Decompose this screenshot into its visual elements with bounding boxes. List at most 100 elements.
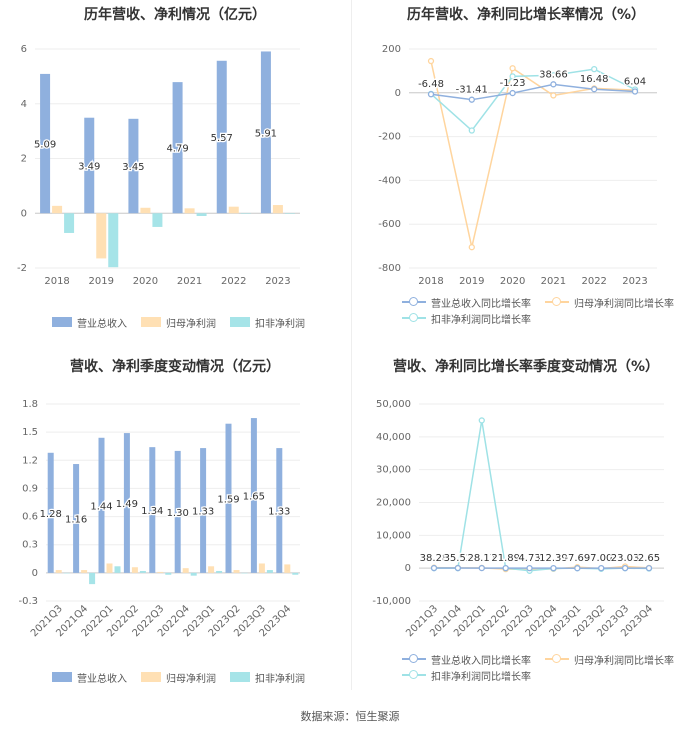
legend-label: 营业总收入 (77, 318, 127, 330)
bar-net-profit (106, 563, 113, 573)
annual-revenue-profit-chart: 历年营收、净利情况（亿元） -2 0 2 4 6 2018 5.09 2019 3.49 2020… (0, 0, 350, 345)
x-tick-label: 2021 (541, 276, 566, 287)
x-tick-label: 2019 (89, 276, 114, 287)
data-label: 3.49 (78, 161, 100, 172)
chart-title: 历年营收、净利情况（亿元） (84, 7, 266, 23)
annual-bar-chart-svg: -2 0 2 4 6 2018 5.09 2019 3.49 2020 3.45 2021 4.79 20… (17, 44, 300, 287)
bar-net-profit (55, 570, 62, 573)
data-point (509, 65, 516, 72)
y-tick-label: -2 (17, 263, 27, 274)
legend-label: 归母净利润同比增长率 (574, 298, 674, 310)
quarterly-line-chart-svg: -10,000010,00020,00030,00040,00050,00020… (372, 399, 664, 639)
x-tick-label: 2021 (177, 276, 202, 287)
data-label: -7.69 (564, 553, 590, 564)
y-tick-label: 0 (405, 563, 411, 574)
legend-item-deducted-profit[interactable]: 扣非净利润 (230, 669, 305, 685)
legend-item-revenue-growth[interactable]: 营业总收入同比增长率 (402, 294, 531, 310)
x-tick-label: 2018 (44, 276, 69, 287)
data-label: 1.65 (243, 491, 265, 502)
legend-item-revenue[interactable]: 营业总收入 (52, 314, 127, 330)
data-point (631, 88, 639, 95)
series-line-net-growth (430, 60, 636, 248)
y-tick-label: 20,000 (376, 498, 411, 509)
bar-revenue (276, 448, 283, 573)
bar-deducted-profit (152, 213, 163, 227)
data-label: 16.48 (580, 74, 609, 85)
data-point (478, 417, 485, 424)
data-label: 1.28 (40, 509, 62, 520)
bar-deducted-profit (241, 572, 248, 574)
bar-revenue (73, 464, 80, 573)
legend-item-deducted-growth[interactable]: 扣非净利润同比增长率 (402, 667, 531, 683)
bar-revenue (47, 452, 54, 573)
bar-deducted-profit (216, 570, 223, 573)
bar-revenue (225, 423, 232, 573)
legend-item-net-profit[interactable]: 归母净利润 (141, 314, 216, 330)
y-tick-label: 2 (21, 154, 27, 165)
legend-swatch (230, 317, 250, 327)
bar-deducted-profit (292, 572, 299, 575)
quarterly-bar-chart-svg: -0.300.30.60.91.21.51.82021Q31.282021Q41… (18, 399, 300, 639)
data-point (468, 96, 475, 103)
data-point (621, 564, 629, 572)
data-label: 1.33 (268, 506, 290, 517)
bar-deducted-profit (139, 570, 146, 573)
y-tick-label: 50,000 (376, 399, 411, 410)
bar-net-profit (131, 567, 138, 573)
data-label: 1.33 (192, 506, 214, 517)
legend-item-revenue[interactable]: 营业总收入 (52, 669, 127, 685)
bar-net-profit (284, 564, 291, 573)
chart-legend: 营业总收入 归母净利润 扣非净利润 (52, 314, 342, 330)
data-point (550, 81, 557, 88)
data-label: 1.44 (90, 501, 112, 512)
x-tick-label: 2020 (500, 276, 525, 287)
data-point (645, 565, 653, 572)
chart-legend: 营业总收入同比增长率 归母净利润同比增长率 扣非净利润同比增长率 (402, 651, 692, 683)
bar-revenue (172, 82, 183, 214)
legend-label: 扣非净利润同比增长率 (431, 314, 531, 326)
y-tick-label: 6 (21, 44, 27, 55)
legend-label: 营业总收入同比增长率 (431, 655, 531, 667)
data-label: -1.23 (500, 78, 526, 89)
bar-net-profit (208, 566, 215, 573)
data-label: 21.89 (491, 553, 520, 564)
data-point (427, 91, 435, 98)
data-point (550, 92, 557, 99)
bar-deducted-profit (196, 213, 207, 216)
bar-net-profit (228, 206, 239, 214)
data-point (526, 565, 533, 572)
data-label: 6.04 (624, 76, 646, 87)
legend-item-net-growth[interactable]: 归母净利润同比增长率 (545, 294, 674, 310)
series-line-deducted-growth (430, 68, 636, 132)
chart-title: 营收、净利同比增长率季度变动情况（%） (392, 359, 660, 375)
data-label: 2.65 (638, 553, 660, 564)
y-tick-label: -10,000 (372, 596, 411, 607)
x-tick-label: 2023 (622, 276, 647, 287)
panel-divider (351, 0, 352, 690)
bar-deducted-profit (108, 213, 119, 268)
bar-deducted-profit (165, 572, 172, 575)
data-point (591, 86, 598, 93)
legend-item-revenue-growth[interactable]: 营业总收入同比增长率 (402, 651, 531, 667)
bar-net-profit (157, 571, 164, 573)
data-label: 1.34 (141, 506, 163, 517)
legend-swatch (402, 670, 426, 680)
y-tick-label: 0 (395, 88, 401, 99)
data-point (468, 127, 475, 134)
legend-item-net-growth[interactable]: 归母净利润同比增长率 (545, 651, 674, 667)
x-tick-label: 2022 (221, 276, 246, 287)
series-line-deducted-growth (434, 420, 650, 572)
legend-item-deducted-profit[interactable]: 扣非净利润 (230, 314, 305, 330)
bar-revenue (123, 433, 130, 573)
data-label: 35.52 (444, 553, 473, 564)
bar-net-profit (272, 205, 283, 214)
data-label: 5.09 (34, 140, 56, 151)
y-tick-label: 10,000 (376, 530, 411, 541)
legend-swatch (141, 317, 161, 327)
y-tick-label: 1.2 (22, 455, 38, 466)
bar-net-profit (140, 207, 151, 214)
legend-item-net-profit[interactable]: 归母净利润 (141, 669, 216, 685)
legend-item-deducted-growth[interactable]: 扣非净利润同比增长率 (402, 310, 531, 326)
data-label: 4.73 (518, 553, 540, 564)
legend-swatch (230, 672, 250, 682)
